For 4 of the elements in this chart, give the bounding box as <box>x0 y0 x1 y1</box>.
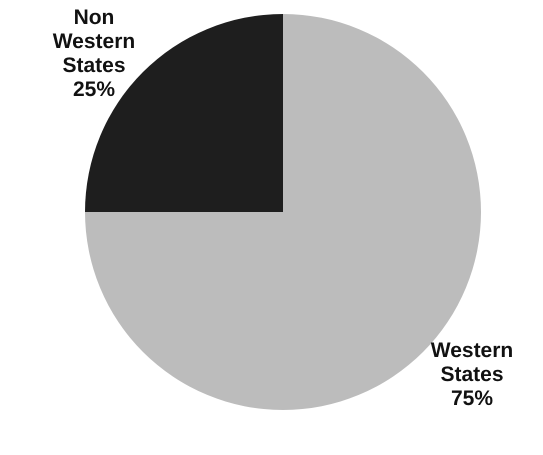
slice-label: Western States <box>430 339 514 386</box>
data-label: 75% <box>450 387 494 410</box>
data-label: 25% <box>72 78 116 101</box>
slice-label: Non Western States <box>52 6 136 77</box>
